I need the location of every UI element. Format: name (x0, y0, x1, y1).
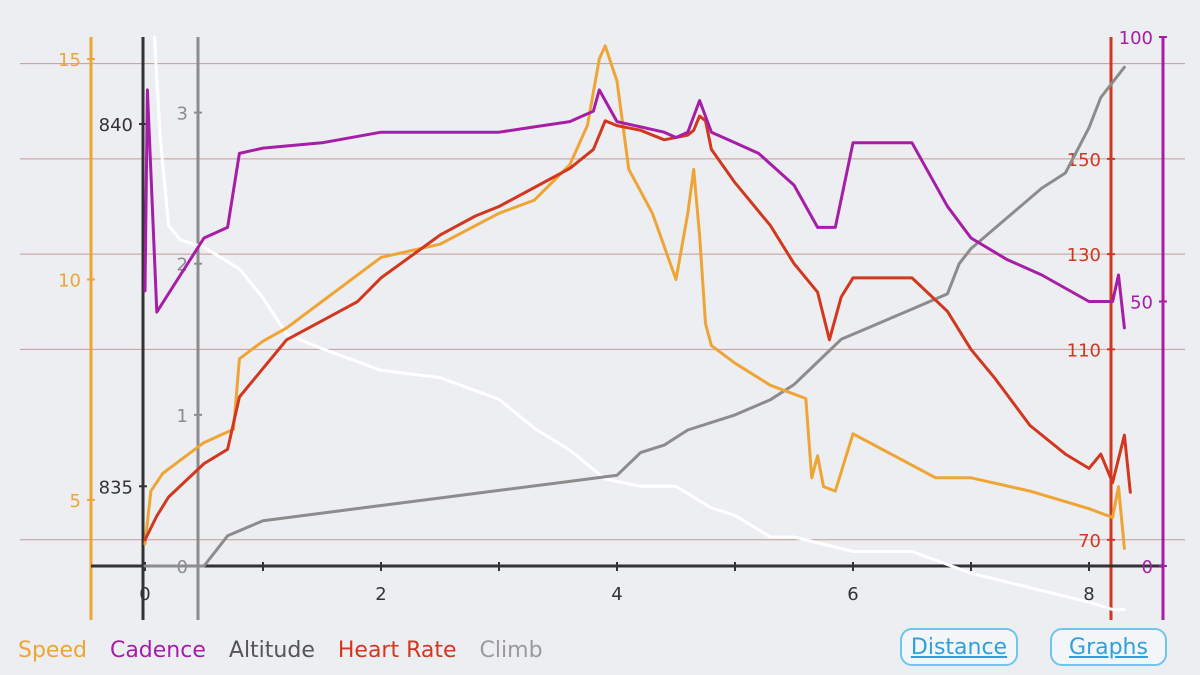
altitude-tick-label: 835 (99, 477, 133, 498)
chart-legend: Speed Cadence Altitude Heart Rate Climb (18, 638, 559, 663)
axes (89, 37, 1165, 620)
x-tick-label: 6 (847, 584, 858, 605)
x-tick-label: 2 (375, 584, 386, 605)
x-tick-label: 4 (611, 584, 622, 605)
data-series (143, 35, 1132, 611)
heart-rate-tick-label: 110 (1067, 340, 1101, 361)
series-heart-rate-line (143, 114, 1132, 542)
legend-altitude[interactable]: Altitude (228, 638, 315, 663)
distance-button[interactable]: Distance (900, 628, 1018, 666)
series-altitude-line (152, 35, 1126, 611)
climb-tick-label: 2 (177, 255, 188, 276)
series-speed-line (143, 44, 1126, 550)
x-tick-label: 0 (139, 584, 150, 605)
speed-tick-label: 15 (58, 50, 81, 71)
heart-rate-tick-label: 130 (1067, 245, 1101, 266)
legend-climb[interactable]: Climb (479, 638, 543, 663)
speed-tick-label: 10 (58, 270, 81, 291)
graphs-button[interactable]: Graphs (1050, 628, 1167, 666)
x-tick-label: 8 (1083, 584, 1094, 605)
climb-tick-label: 1 (177, 406, 188, 427)
legend-speed[interactable]: Speed (18, 638, 87, 663)
series-cadence-line (143, 88, 1126, 330)
heart-rate-tick-label: 70 (1078, 531, 1101, 552)
altitude-tick-label: 840 (99, 115, 133, 136)
cadence-tick-label: 0 (1142, 557, 1153, 578)
climb-tick-label: 3 (177, 104, 188, 125)
cadence-tick-label: 100 (1119, 28, 1153, 49)
series-climb-line (143, 65, 1126, 568)
speed-tick-label: 5 (70, 491, 81, 512)
cadence-tick-label: 50 (1130, 293, 1153, 314)
heart-rate-gridlines (20, 63, 1185, 541)
legend-cadence[interactable]: Cadence (109, 638, 206, 663)
legend-heart-rate[interactable]: Heart Rate (337, 638, 457, 663)
